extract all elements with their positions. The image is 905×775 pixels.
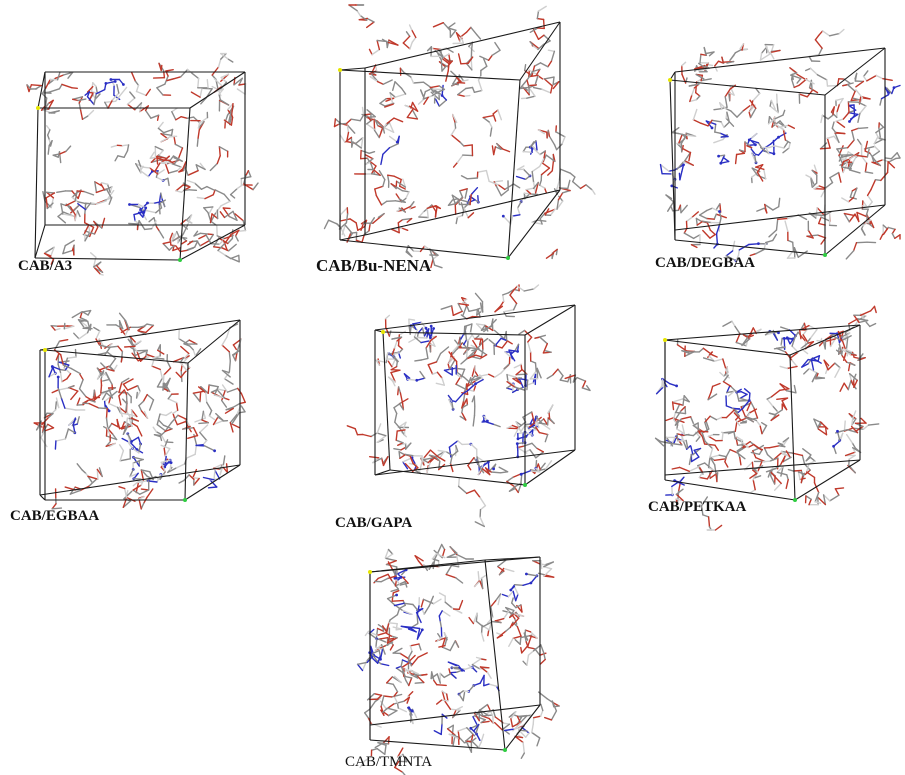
panel-cab-bu-nena: CAB/Bu-NENA <box>316 4 596 275</box>
origin-vertex-marker <box>338 68 342 72</box>
molecular-cell-cab-bu-nena <box>323 4 596 269</box>
simulation-box-edges <box>374 304 576 486</box>
origin-vertex-marker <box>663 338 667 342</box>
panel-cab-petkaa: CAB/PETKAA <box>648 295 900 531</box>
molecule-sticks <box>346 284 591 528</box>
molecular-cell-gapa <box>346 284 591 528</box>
molecular-cell-egbaa <box>33 309 246 510</box>
simulation-box-edges <box>664 324 861 501</box>
panel-cab-degbaa: CAB/DEGBAA <box>655 10 901 275</box>
simulation-box-edges <box>669 47 886 256</box>
axis-vertex-marker <box>523 483 527 487</box>
molecule-sticks <box>356 543 560 775</box>
label-cab-tmnta: CAB/TMNTA <box>345 754 433 770</box>
origin-vertex-marker <box>368 570 372 574</box>
label-cab-degbaa: CAB/DEGBAA <box>655 255 756 271</box>
axis-vertex-marker <box>793 498 797 502</box>
molecular-cell-degbaa <box>659 28 901 262</box>
molecule-sticks <box>654 305 880 531</box>
simulation-box-edges <box>39 319 241 501</box>
origin-vertex-marker <box>43 348 47 352</box>
origin-vertex-marker <box>381 330 385 334</box>
simulation-box-edges <box>369 556 541 751</box>
label-cab-egbaa: CAB/EGBAA <box>10 508 100 524</box>
axis-vertex-marker <box>183 498 187 502</box>
panel-cab-a3: CAB/A3 <box>18 10 270 276</box>
molecule-sticks <box>33 309 246 510</box>
panel-cab-gapa: CAB/GAPA <box>335 284 591 535</box>
label-cab-bu-nena: CAB/Bu-NENA <box>316 256 432 275</box>
molecular-cell-cab-a3 <box>26 52 259 276</box>
axis-vertex-marker <box>503 748 507 752</box>
label-cab-petkaa: CAB/PETKAA <box>648 499 747 515</box>
axis-vertex-marker <box>823 253 827 257</box>
simulation-box-edges <box>339 21 561 259</box>
label-cab-a3: CAB/A3 <box>18 258 73 274</box>
simulation-box-edges <box>34 71 246 261</box>
panel-cab-tmnta: CAB/TMNTA <box>345 543 575 775</box>
axis-vertex-marker <box>506 256 510 260</box>
origin-vertex-marker <box>36 106 40 110</box>
axis-vertex-marker <box>178 258 182 262</box>
origin-vertex-marker <box>668 78 672 82</box>
molecular-cell-petkaa <box>654 305 880 531</box>
molecular-cell-tmnta <box>356 543 560 775</box>
molecule-sticks <box>659 28 901 262</box>
panel-cab-egbaa: CAB/EGBAA <box>10 295 260 530</box>
label-cab-gapa: CAB/GAPA <box>335 515 413 531</box>
